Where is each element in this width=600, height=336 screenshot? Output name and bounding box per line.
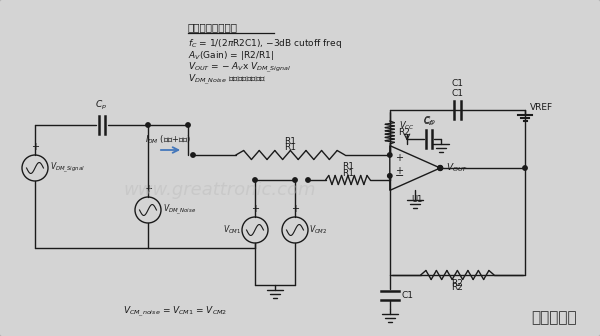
Text: R1: R1	[342, 168, 354, 177]
Text: $V_{CM2}$: $V_{CM2}$	[309, 224, 328, 236]
Circle shape	[438, 166, 443, 170]
Circle shape	[388, 174, 392, 178]
Circle shape	[186, 123, 190, 127]
Text: VREF: VREF	[530, 103, 553, 113]
Text: C1: C1	[451, 79, 463, 88]
Text: R1: R1	[284, 143, 296, 153]
Circle shape	[523, 166, 527, 170]
Text: C1: C1	[451, 89, 463, 98]
Text: −: −	[395, 171, 404, 181]
Circle shape	[388, 153, 392, 157]
Circle shape	[191, 153, 195, 157]
Text: R1: R1	[342, 162, 354, 171]
Text: R2: R2	[451, 280, 463, 289]
Text: +: +	[251, 204, 259, 214]
Circle shape	[253, 178, 257, 182]
Text: $V_{OUT}$ = − $A_V$x $V_{DM\_Signal}$: $V_{OUT}$ = − $A_V$x $V_{DM\_Signal}$	[188, 61, 292, 76]
Circle shape	[306, 178, 310, 182]
Text: $I_{DM}$ (訊號+雜訊): $I_{DM}$ (訊號+雜訊)	[145, 133, 191, 146]
Text: R2: R2	[451, 283, 463, 292]
Text: $C_D$: $C_D$	[423, 115, 435, 128]
Text: C1: C1	[402, 291, 414, 299]
Text: 深圳宏力捷: 深圳宏力捷	[532, 310, 577, 325]
Text: U1: U1	[412, 196, 422, 204]
Text: R1: R1	[284, 137, 296, 146]
Circle shape	[146, 123, 150, 127]
Text: +: +	[395, 153, 403, 163]
Text: +: +	[144, 184, 152, 194]
Text: +: +	[31, 142, 39, 152]
Text: $V_{DM\_Noise}$: $V_{DM\_Noise}$	[163, 203, 196, 217]
Circle shape	[438, 166, 442, 170]
Text: 主動式低通濾波器: 主動式低通濾波器	[188, 22, 238, 32]
Text: $f_C$ = 1/(2$\pi$R2C1), −3dB cutoff freq: $f_C$ = 1/(2$\pi$R2C1), −3dB cutoff freq	[188, 37, 342, 50]
Text: $V_{OUT}$: $V_{OUT}$	[446, 162, 468, 174]
Text: R2: R2	[398, 128, 410, 137]
Text: www.greattronic.com: www.greattronic.com	[124, 181, 316, 199]
Text: $V_{CC}$: $V_{CC}$	[399, 119, 415, 132]
Text: $V_{DM\_Signal}$: $V_{DM\_Signal}$	[50, 161, 85, 175]
Text: $V_{CM\_noise}$ = $V_{CM1}$ = $V_{CM2}$: $V_{CM\_noise}$ = $V_{CM1}$ = $V_{CM2}$	[123, 305, 227, 320]
Text: $C_p$: $C_p$	[95, 99, 107, 112]
Text: $V_{CM1}$: $V_{CM1}$	[223, 224, 241, 236]
Circle shape	[293, 178, 297, 182]
Text: +: +	[291, 204, 299, 214]
Text: $A_V$(Gain) = |R2/R1|: $A_V$(Gain) = |R2/R1|	[188, 49, 274, 62]
Text: $V_{DM\_Noise}$ 以低通濾波器濾波: $V_{DM\_Noise}$ 以低通濾波器濾波	[188, 73, 266, 87]
Text: $C_D$: $C_D$	[422, 114, 436, 127]
Text: +: +	[395, 166, 403, 176]
